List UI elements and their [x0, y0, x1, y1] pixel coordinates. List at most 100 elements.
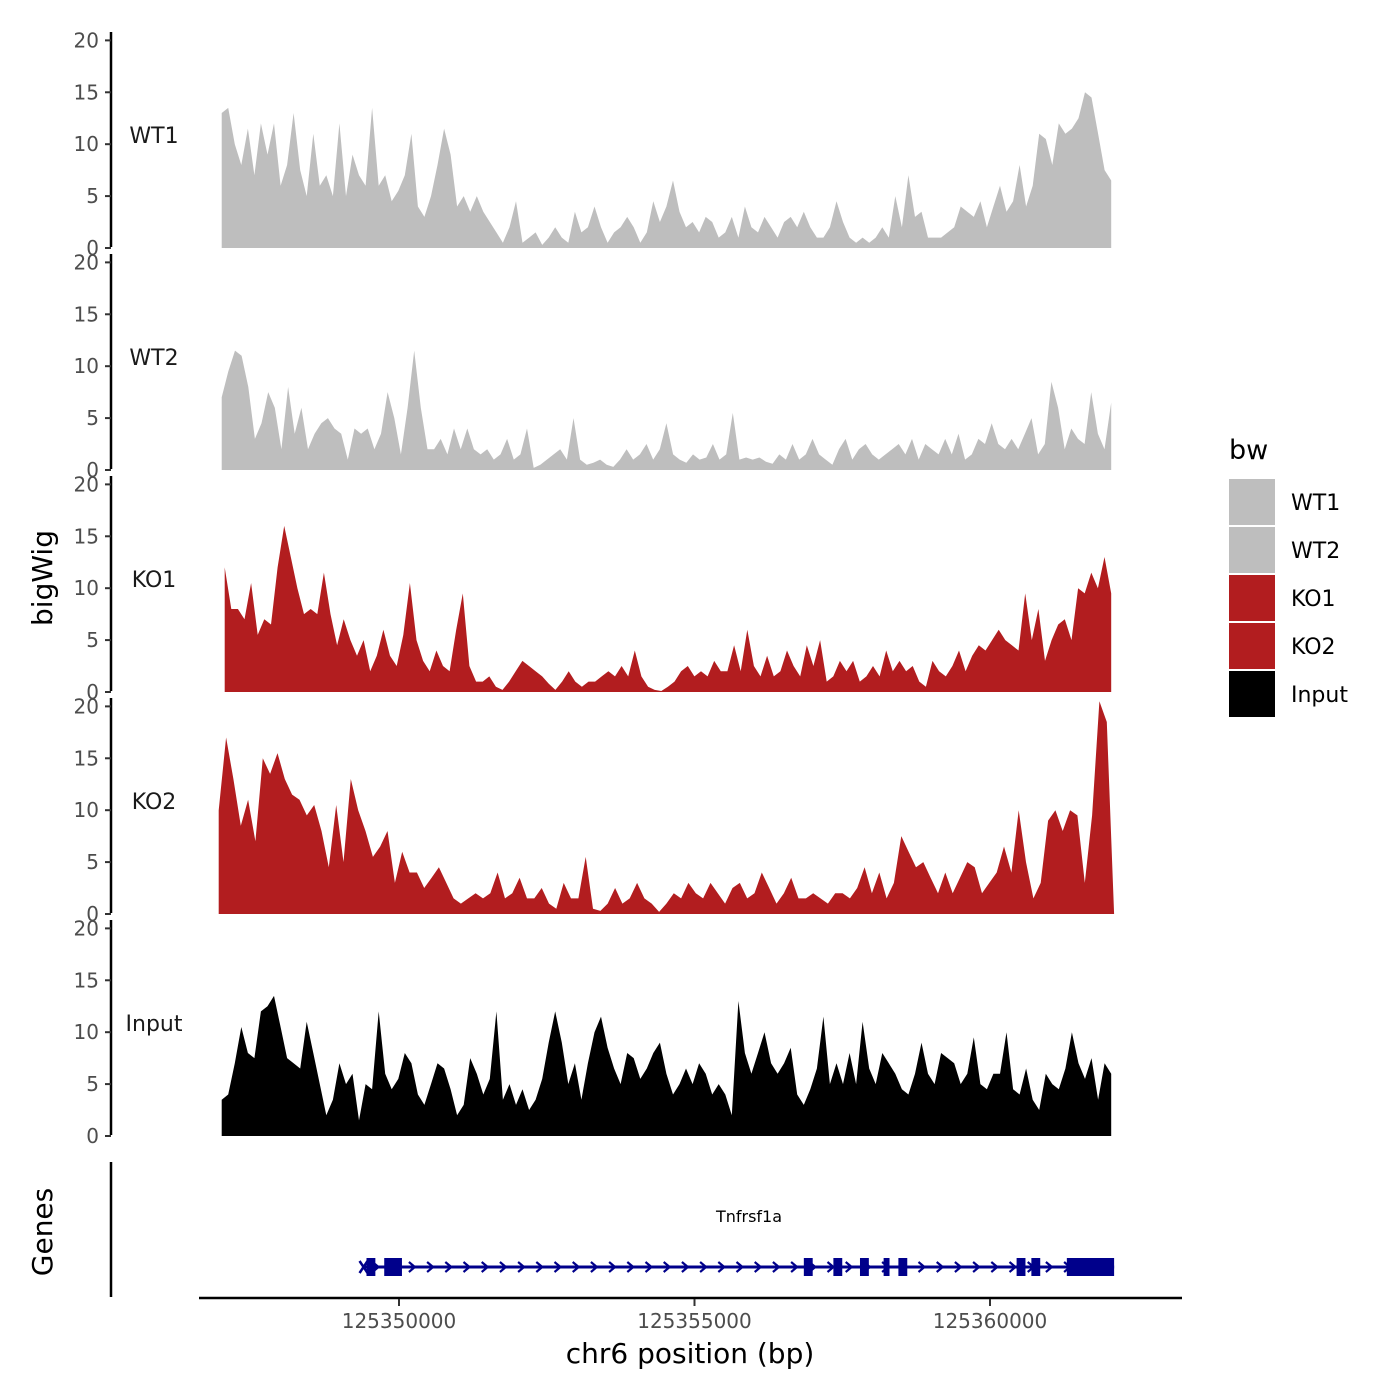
track-wt1: 0 5 10 15 20 WT1	[74, 28, 1112, 260]
y-tick-label: 10	[74, 798, 99, 822]
y-tick-label: 15	[74, 524, 99, 548]
strand-arrow	[1045, 1261, 1054, 1273]
strand-arrow	[662, 1261, 672, 1273]
signal-area-wt1	[221, 92, 1112, 248]
y-tick-label: 5	[86, 1072, 99, 1096]
y-tick-label: 20	[74, 28, 99, 52]
legend: bw WT1 WT2 KO1 KO2 Input	[1229, 435, 1348, 717]
strand-arrow	[608, 1261, 617, 1273]
gene-model-tnfrsf1a	[358, 1258, 1115, 1276]
track-input: 0 5 10 15 20 Input	[74, 916, 1112, 1148]
exon-block	[898, 1258, 908, 1276]
strand-arrow	[972, 1261, 981, 1273]
strand-arrow	[772, 1261, 781, 1273]
strand-arrow	[790, 1261, 799, 1273]
y-tick-label: 5	[86, 850, 99, 874]
y-tick-label: 0	[86, 1124, 99, 1148]
y-tick-label: 20	[74, 916, 99, 940]
strand-arrow	[1008, 1261, 1018, 1273]
gene-start-marker	[358, 1260, 369, 1274]
y-axis-title: bigWig	[26, 530, 59, 626]
y-tick-label: 0	[86, 902, 99, 926]
signal-area-ko1	[224, 525, 1112, 692]
y-tick-label: 0	[86, 236, 99, 260]
exon-block	[859, 1258, 869, 1276]
track-wt2: 0 5 10 15 20 WT2	[74, 250, 1112, 482]
y-tick-label: 20	[74, 472, 99, 496]
y-tick-label: 15	[74, 746, 99, 770]
y-tick-label: 0	[86, 458, 99, 482]
legend-swatch-wt1	[1229, 479, 1275, 525]
strand-arrow	[935, 1261, 945, 1273]
strand-arrow	[462, 1261, 472, 1273]
y-tick-label: 20	[74, 694, 99, 718]
gene-name-label: Tnfrsf1a	[715, 1207, 782, 1226]
exon-block	[803, 1258, 813, 1276]
strand-arrow	[717, 1261, 727, 1273]
legend-swatch-ko2	[1229, 623, 1275, 669]
track-ko2: 0 5 10 15 20 KO2	[74, 694, 1115, 926]
strand-arrow	[917, 1261, 927, 1273]
strand-arrow	[954, 1261, 963, 1273]
x-tick-label: 125360000	[933, 1309, 1048, 1333]
x-axis: chr6 position (bp) 125350000 125355000 125…	[199, 1296, 1182, 1370]
track-label-input: Input	[126, 1012, 183, 1037]
strand-arrow	[626, 1261, 636, 1273]
strand-arrow	[553, 1261, 563, 1273]
genes-axis-title: Genes	[26, 1188, 59, 1276]
legend-label-input: Input	[1291, 683, 1348, 708]
strand-arrow	[990, 1261, 1000, 1273]
signal-area-input	[221, 995, 1112, 1136]
y-tick-label: 15	[74, 968, 99, 992]
legend-title: bw	[1229, 435, 1268, 466]
strand-arrow	[699, 1261, 708, 1273]
y-tick-label: 20	[74, 250, 99, 274]
y-tick-label: 15	[74, 302, 99, 326]
strand-arrow	[753, 1261, 763, 1273]
exon-block	[1031, 1258, 1041, 1276]
strand-arrow	[535, 1261, 545, 1273]
y-tick-label: 5	[86, 184, 99, 208]
y-tick-label: 0	[86, 680, 99, 704]
track-ko1: 0 5 10 15 20 KO1	[74, 472, 1112, 704]
track-label-ko1: KO1	[132, 568, 177, 593]
legend-swatch-input	[1229, 671, 1275, 717]
strand-arrow	[480, 1261, 490, 1273]
exon-block	[384, 1258, 402, 1276]
strand-arrow	[426, 1261, 435, 1273]
track-label-wt1: WT1	[129, 124, 178, 149]
strand-arrow	[408, 1261, 417, 1273]
strand-arrow	[844, 1261, 854, 1273]
legend-label-wt1: WT1	[1291, 491, 1340, 516]
legend-label-wt2: WT2	[1291, 539, 1340, 564]
x-axis-title: chr6 position (bp)	[566, 1337, 815, 1370]
exon-block	[883, 1258, 890, 1276]
exon-block	[1016, 1258, 1026, 1276]
legend-swatch-wt2	[1229, 527, 1275, 573]
exon-block	[366, 1258, 376, 1276]
legend-label-ko1: KO1	[1291, 587, 1336, 612]
gene-track: Genes Tnfrsf1a	[26, 1162, 1115, 1297]
track-label-wt2: WT2	[129, 346, 178, 371]
y-tick-label: 5	[86, 628, 99, 652]
strand-arrow	[590, 1261, 599, 1273]
y-tick-label: 10	[74, 132, 99, 156]
track-label-ko2: KO2	[132, 790, 177, 815]
signal-area-wt2	[221, 350, 1112, 470]
strand-arrow	[499, 1261, 508, 1273]
strand-arrow	[517, 1261, 526, 1273]
y-tick-label: 15	[74, 80, 99, 104]
strand-arrow	[735, 1261, 745, 1273]
strand-arrow	[571, 1261, 581, 1273]
strand-arrow	[644, 1261, 654, 1273]
signal-area-ko2	[218, 701, 1115, 914]
signal-tracks: 0 5 10 15 20 WT1 0 5 10 15 20 WT2 0 5 10 15 20 KO1 0 5 10 15 2…	[74, 28, 1115, 1148]
exon-block	[833, 1258, 843, 1276]
exon-block	[1066, 1258, 1115, 1276]
legend-label-ko2: KO2	[1291, 635, 1336, 660]
y-tick-label: 5	[86, 406, 99, 430]
y-tick-label: 10	[74, 354, 99, 378]
strand-arrow	[444, 1261, 454, 1273]
legend-swatch-ko1	[1229, 575, 1275, 621]
